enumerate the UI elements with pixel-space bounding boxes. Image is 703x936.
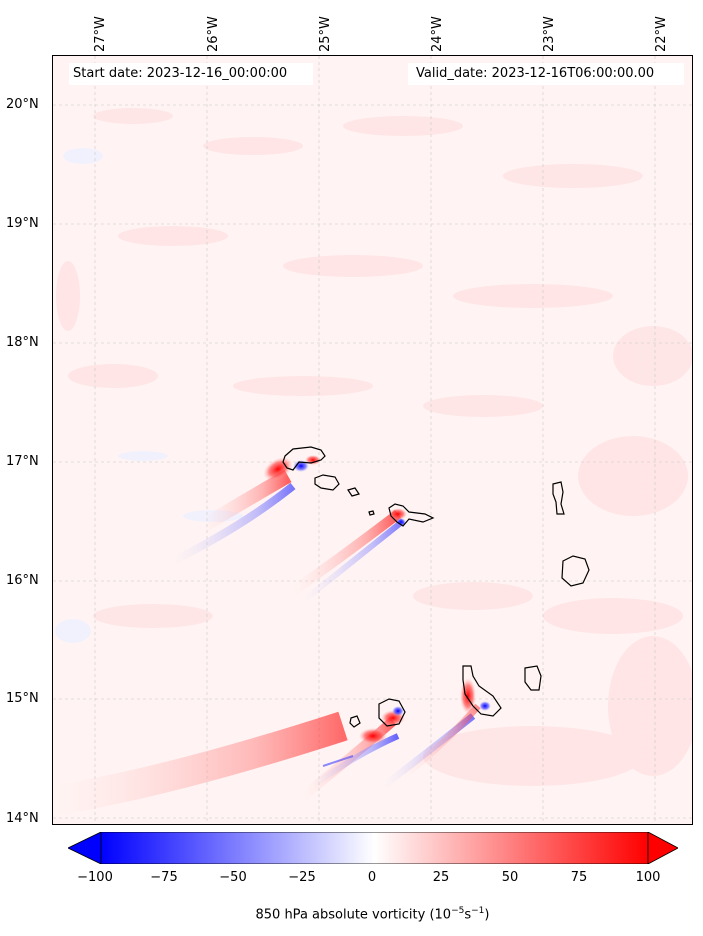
santo-antao-wake	[171, 455, 321, 565]
lat-tick-18n: 18°N	[6, 335, 39, 350]
santa-luzia-island	[347, 487, 360, 497]
graticule	[53, 56, 692, 824]
colorbar-tick: −25	[288, 870, 316, 885]
brava-island	[349, 715, 361, 728]
santiago-island	[462, 665, 502, 717]
colorbar	[68, 832, 678, 864]
lon-tick-26w: 26°W	[206, 16, 221, 52]
lon-tick-22w: 22°W	[654, 16, 669, 52]
colorbar-tick: −100	[77, 870, 113, 885]
coastlines	[282, 446, 590, 728]
colorbar-min-extend	[68, 832, 102, 864]
colorbar-max-extend	[647, 832, 678, 864]
colorbar-tick: −75	[150, 870, 178, 885]
vorticity-field	[53, 56, 692, 824]
sal-island	[552, 481, 565, 515]
sao-vicente-island	[314, 474, 340, 491]
valid-date-label: Valid_date: 2023-12-16T06:00:00.00	[408, 63, 684, 85]
santo-antao-island	[282, 446, 326, 471]
map-panel	[52, 55, 693, 825]
fogo-island	[378, 698, 406, 727]
lat-tick-15n: 15°N	[6, 691, 39, 706]
colorbar-title: 850 hPa absolute vorticity (10−5s−1)	[255, 906, 490, 923]
lat-tick-17n: 17°N	[6, 454, 39, 469]
colorbar-tick: 100	[635, 870, 661, 885]
lat-tick-16n: 16°N	[6, 573, 39, 588]
maio-island	[524, 665, 542, 691]
colorbar-tick: 75	[570, 870, 588, 885]
colorbar-tick: 0	[367, 870, 377, 885]
lat-tick-20n: 20°N	[6, 97, 39, 112]
sao-nicolau-wake	[290, 508, 407, 604]
colorbar-gradient	[100, 832, 649, 864]
start-date-label: Start date: 2023-12-16_00:00:00	[69, 63, 313, 85]
lat-tick-19n: 19°N	[6, 216, 39, 231]
boa-vista-island	[561, 555, 590, 587]
colorbar-tick: −50	[219, 870, 247, 885]
lon-tick-27w: 27°W	[93, 16, 108, 52]
lat-tick-14n: 14°N	[6, 811, 39, 826]
lon-tick-24w: 24°W	[430, 16, 445, 52]
lon-tick-23w: 23°W	[542, 16, 557, 52]
sao-nicolau-island	[388, 503, 435, 527]
weak-positive-patches	[56, 108, 692, 786]
colorbar-tick: 50	[501, 870, 519, 885]
colorbar-tick: 25	[432, 870, 450, 885]
raso-island	[368, 510, 375, 516]
southern-islands-wake	[53, 678, 491, 816]
lon-tick-25w: 25°W	[318, 16, 333, 52]
